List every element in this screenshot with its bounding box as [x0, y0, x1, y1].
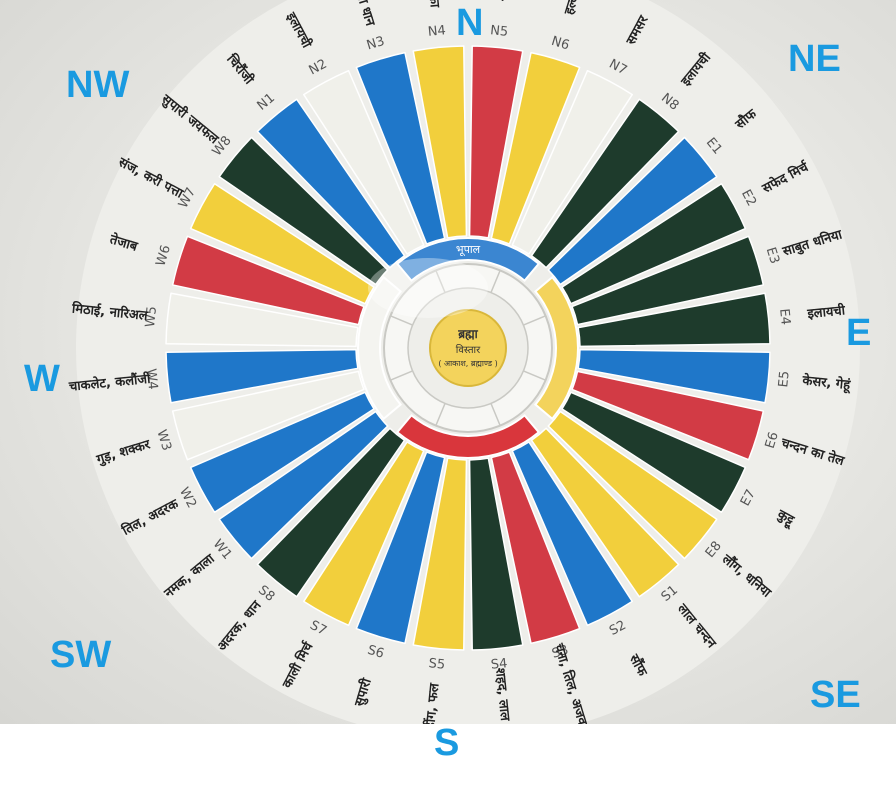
zone-segment-s1 [530, 427, 680, 598]
zone-segment-w7 [189, 182, 375, 305]
zone-segment-s2 [511, 441, 634, 627]
zone-segment-s8 [256, 427, 406, 598]
center-title: ब्रह्मा [457, 327, 478, 341]
zone-segment-w4 [165, 348, 359, 404]
direction-label-se: SE [810, 674, 861, 716]
zone-segment-e8 [547, 410, 718, 560]
zone-segment-n3 [355, 51, 446, 245]
zone-segment-w6 [171, 235, 365, 326]
zone-code-label: E4 [776, 308, 793, 326]
direction-label-ne: NE [788, 38, 841, 80]
zone-code-label: N6 [550, 34, 572, 54]
zone-item-label: मिठाई, नारिअल [70, 300, 149, 324]
photo-glare [368, 258, 488, 318]
zone-code-label: W3 [153, 428, 173, 453]
direction-label-sw: SW [50, 634, 112, 676]
zone-segment-w2 [189, 391, 375, 514]
zone-code-label: S5 [428, 656, 446, 673]
zone-code-label: E5 [776, 370, 793, 388]
zone-segment-n8 [530, 98, 680, 269]
zone-segment-s3 [490, 451, 581, 645]
zone-code-label: W5 [143, 306, 160, 328]
zone-code-label: S6 [366, 643, 386, 662]
zone-code-label: S4 [490, 656, 508, 673]
zone-item-label: इलायची [806, 302, 847, 322]
zone-segment-n1 [256, 98, 406, 269]
zone-segment-e7 [561, 391, 747, 514]
inner-band-east [534, 275, 579, 421]
center-disk [429, 309, 507, 387]
zone-segment-n7 [511, 69, 634, 255]
direction-label-n: N [456, 2, 484, 44]
zone-segment-e4 [577, 292, 771, 348]
center-subtitle: विस्तार [456, 344, 481, 356]
zone-segment-n2 [302, 69, 425, 255]
zone-segment-n5 [468, 45, 524, 239]
zone-code-label: N3 [365, 34, 387, 54]
direction-label-w: W [24, 358, 60, 400]
direction-label-nw: NW [66, 64, 130, 106]
direction-label-e: E [846, 312, 872, 354]
center-subtitle-2: ( आकाश, ब्रह्माण्ड ) [438, 359, 497, 368]
zone-code-label: E7 [738, 487, 759, 509]
zone-segment-e3 [571, 235, 765, 326]
zone-code-label: E2 [738, 187, 759, 209]
zone-segment-e5 [577, 348, 771, 404]
zone-code-label: S3 [550, 643, 570, 662]
zone-code-label: S7 [307, 618, 329, 639]
zone-segment-n4 [412, 45, 468, 239]
inner-band-north-label: भूपाल [456, 243, 481, 257]
zone-code-label: E3 [763, 246, 782, 266]
direction-label-s: S [434, 722, 460, 764]
zone-code-label: N5 [489, 23, 508, 40]
zone-code-label: E6 [763, 430, 782, 450]
zone-code-label: S2 [607, 618, 629, 639]
zone-segment-n6 [490, 51, 581, 245]
zone-item-label: केसर, गेहूं [801, 372, 852, 394]
zone-segment-e6 [571, 370, 765, 461]
zone-code-label: W4 [143, 368, 160, 390]
zone-segment-s4 [468, 457, 524, 651]
inner-band-south [395, 414, 541, 459]
zone-segment-w5 [165, 292, 359, 348]
zone-code-label: N2 [307, 57, 330, 79]
zone-segment-s7 [302, 441, 425, 627]
zone-item-label: शहद [495, 0, 512, 2]
zone-code-label: W6 [153, 243, 173, 268]
zone-segment-w1 [218, 410, 389, 560]
zone-code-label: N4 [427, 23, 446, 40]
zone-segment-e1 [547, 136, 718, 286]
inner-band-west [357, 275, 402, 421]
zone-segment-e2 [561, 182, 747, 305]
zone-segment-s5 [412, 457, 468, 651]
zone-item-label: मुनक्का [423, 0, 442, 9]
zone-segment-w8 [218, 136, 389, 286]
zone-segment-w3 [171, 370, 365, 461]
zone-item-label: हींग, फल [421, 681, 443, 724]
zone-code-label: N7 [606, 57, 629, 79]
zone-segment-s6 [355, 451, 446, 645]
inner-band-north [395, 237, 541, 282]
